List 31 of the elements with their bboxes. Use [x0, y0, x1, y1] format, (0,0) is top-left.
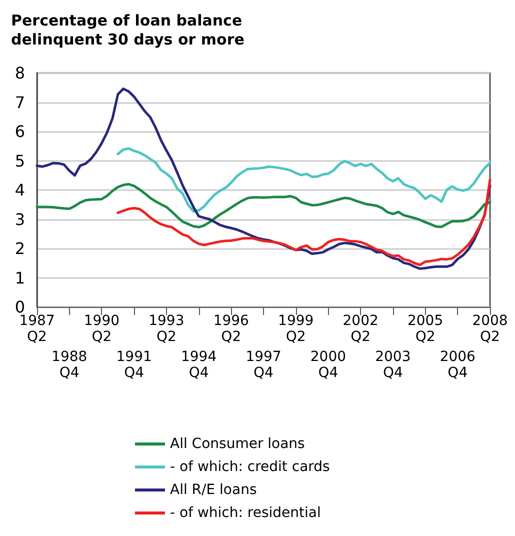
x-tick-label: 2006 Q4 [440, 349, 476, 381]
line-series [36, 182, 492, 228]
line-series [116, 178, 492, 266]
x-tick-label: 2005 Q2 [407, 313, 444, 345]
x-tick-label: 1994 Q4 [180, 349, 217, 381]
y-tick-label: 6 [14, 122, 25, 141]
x-tick-label: 2008 Q2 [472, 313, 508, 345]
y-tick-label: 2 [14, 239, 25, 258]
x-tick-label: 1999 Q2 [278, 313, 314, 345]
x-tick-label: 2000 Q4 [310, 349, 346, 381]
y-tick-label: 8 [14, 64, 25, 82]
x-tick-label: 1993 Q2 [148, 313, 184, 345]
x-tick-label: 2003 Q4 [375, 349, 411, 381]
chart-title: Percentage of loan balance delinquent 30 days or more [11, 12, 244, 48]
y-tick-label: 4 [14, 180, 25, 200]
y-tick-label: 7 [14, 92, 25, 112]
line-series [116, 147, 492, 213]
x-tick-label: 1996 Q2 [213, 313, 250, 345]
legend-label: All R/E loans [170, 482, 257, 498]
y-tick-label: 1 [14, 268, 25, 288]
x-tick-label: 1990 Q2 [84, 313, 120, 345]
x-tick-label: 1997 Q4 [246, 349, 282, 381]
y-tick-label: 5 [14, 151, 25, 170]
legend-label: - of which: credit cards [170, 459, 330, 475]
legend-label: - of which: residential [170, 505, 321, 521]
x-tick-label: 1987 Q2 [19, 313, 55, 345]
y-tick-label: 3 [14, 210, 25, 229]
legend-label: All Consumer loans [170, 436, 305, 452]
x-tick-label: 1988 Q4 [52, 349, 88, 381]
x-tick-label: 2002 Q2 [342, 313, 378, 345]
x-tick-label: 1991 Q4 [116, 349, 152, 381]
